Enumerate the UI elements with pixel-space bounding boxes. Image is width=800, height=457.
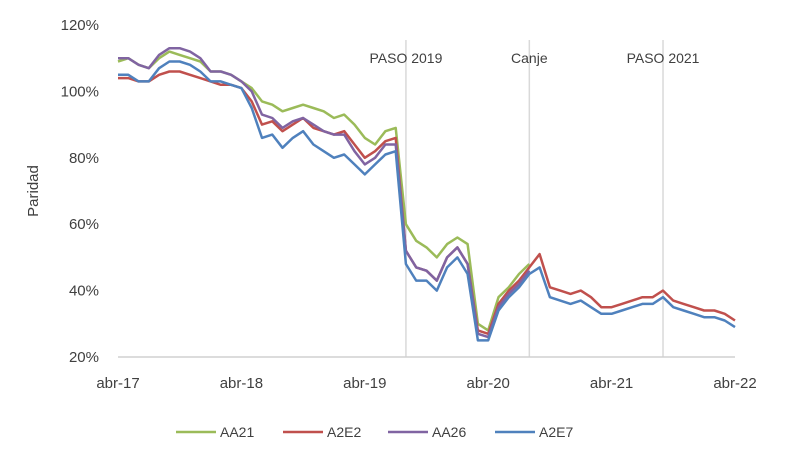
x-tick-label: abr-22 <box>713 375 756 392</box>
series-line-a2e7 <box>118 60 736 342</box>
y-tick-label: 20% <box>69 349 99 366</box>
legend-label: AA26 <box>432 424 466 440</box>
legend-label: A2E2 <box>327 424 361 440</box>
legend-label: AA21 <box>220 424 254 440</box>
x-tick-label: abr-20 <box>467 375 510 392</box>
legend-item-aa26: AA26 <box>388 424 466 440</box>
y-axis-ticks: 20% 40% 60% 80% 100% 120% <box>61 17 99 366</box>
y-tick-label: 40% <box>69 283 99 300</box>
y-tick-label: 120% <box>61 17 99 34</box>
y-tick-label: 80% <box>69 150 99 167</box>
event-label: Canje <box>511 50 548 66</box>
series-line-a2e2 <box>118 70 736 336</box>
event-label: PASO 2021 <box>627 50 700 66</box>
x-tick-label: abr-18 <box>220 375 263 392</box>
event-markers: PASO 2019 Canje PASO 2021 <box>369 40 700 357</box>
x-tick-label: abr-17 <box>96 375 139 392</box>
series-line-aa21 <box>117 50 531 332</box>
legend-item-aa21: AA21 <box>176 424 254 440</box>
y-tick-label: 60% <box>69 216 99 233</box>
event-label: PASO 2019 <box>369 50 442 66</box>
y-tick-label: 100% <box>61 83 99 100</box>
x-axis-ticks: abr-17 abr-18 abr-19 abr-20 abr-21 abr-22 <box>96 375 756 392</box>
x-tick-label: abr-21 <box>590 375 633 392</box>
y-axis-label: Paridad <box>25 165 42 217</box>
x-tick-label: abr-19 <box>343 375 386 392</box>
legend-item-a2e2: A2E2 <box>283 424 361 440</box>
series-line-aa26 <box>118 46 531 339</box>
series-lines <box>117 46 736 342</box>
legend: AA21 A2E2 AA26 A2E7 <box>176 424 573 440</box>
legend-label: A2E7 <box>539 424 573 440</box>
legend-item-a2e7: A2E7 <box>495 424 573 440</box>
